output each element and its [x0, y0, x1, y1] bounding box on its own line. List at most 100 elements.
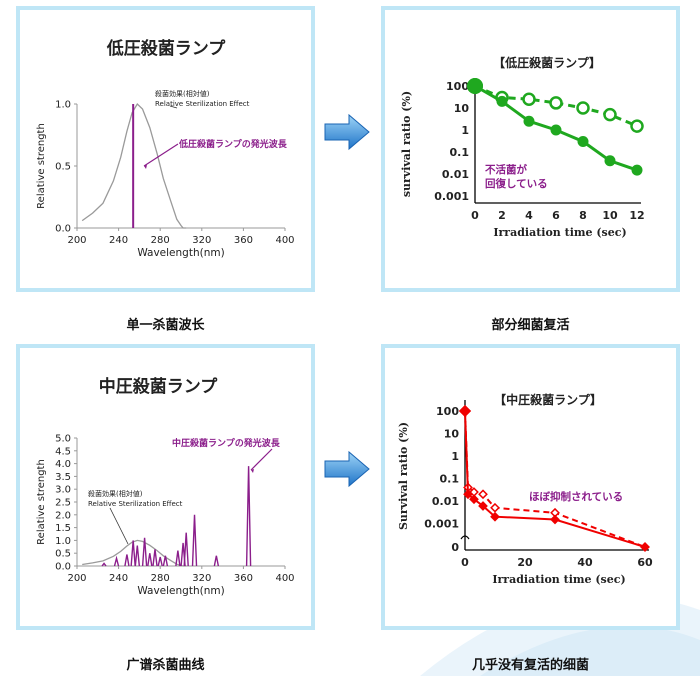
x-tick-label: 360: [234, 235, 253, 246]
low-pressure-spectrum-chart: 低圧殺菌ランプ 200 240 280 320 360 400 0.0 0.5 1.0 Wavele…: [36, 38, 295, 259]
data-point-filled: [496, 95, 508, 107]
lamp-label: 低圧殺菌ランプの発光波長: [178, 138, 288, 150]
x-tick-label: 280: [151, 235, 170, 246]
y-tick-label: 100: [436, 405, 459, 418]
x-tick-label: 12: [629, 209, 644, 222]
curve-label-ja: 殺菌効果(相対値): [88, 489, 143, 498]
curve-label-en: Relative Sterilization Effect: [155, 100, 250, 108]
emission-peak: [101, 562, 107, 567]
emission-peak: [191, 514, 198, 567]
emission-peak: [213, 555, 220, 567]
x-tick-label: 200: [67, 235, 86, 246]
lamp-label: 中圧殺菌ランプの発光波長: [172, 437, 281, 449]
x-tick-label: 40: [577, 556, 593, 569]
emission-peak: [147, 553, 153, 567]
medium-pressure-survival-chart: 【中圧殺菌ランプ】 100 10 1 0.1 0.01 0.001 00 20 40 60 Irrad…: [397, 392, 653, 586]
x-tick-label: 6: [552, 209, 560, 222]
x-tick-label: 200: [67, 573, 86, 584]
series-line-dashed: [464, 410, 646, 548]
data-point-filled: [631, 164, 643, 176]
y-tick-label: 10: [454, 102, 470, 115]
emission-peak: [162, 555, 169, 567]
caption-partial-revival: 部分细菌复活: [491, 318, 570, 333]
y-tick-label: 1: [461, 124, 469, 137]
y-tick-label: 1.5: [55, 523, 71, 534]
y-tick-label: 2.0: [55, 510, 71, 521]
x-tick-label: 400: [275, 573, 294, 584]
emission-peak: [183, 532, 189, 567]
data-point-filled: [523, 115, 535, 127]
y-axis-label: Relative strength: [36, 459, 47, 545]
x-tick-label: 0: [471, 209, 479, 222]
x-tick-label: 360: [234, 573, 253, 584]
emission-peak: [245, 466, 252, 567]
data-point-filled: [463, 489, 473, 500]
y-tick-label: 0: [451, 541, 459, 554]
y-tick-label: 0.0: [55, 562, 71, 573]
x-tick-label: 4: [525, 209, 533, 222]
x-tick-label: 320: [192, 573, 211, 584]
curve-label-leader: [169, 105, 178, 109]
data-point-filled: [550, 514, 560, 525]
x-tick-label: 10: [602, 209, 618, 222]
annotation-line-1: 不活菌が: [485, 163, 527, 176]
series-line-sterilization-effect: [81, 102, 187, 229]
data-point-open: [630, 119, 644, 133]
chart-title: 低圧殺菌ランプ: [106, 38, 226, 59]
data-point-filled: [604, 155, 616, 167]
y-tick-label: 2.5: [55, 498, 71, 509]
y-tick-label: 1.0: [55, 100, 71, 111]
lamp-label-arrowhead: [251, 469, 254, 473]
medium-pressure-survival-panel: 【中圧殺菌ランプ】 100 10 1 0.1 0.01 0.001 0 0 20 40 60 Irrad…: [381, 344, 680, 630]
data-point-open: [478, 489, 488, 500]
y-tick-label: 5.0: [55, 434, 71, 445]
x-tick-label: 400: [275, 235, 294, 246]
series-line-solid: [464, 410, 646, 548]
x-axis-label: Wavelength(nm): [137, 247, 224, 259]
y-tick-label: 0.0: [55, 224, 71, 235]
data-point-filled: [640, 542, 650, 552]
lamp-label-arrowhead: [144, 165, 147, 169]
medium-pressure-spectrum-panel: 中圧殺菌ランプ 200 240 280 320 360 400 0.0 0.5 1.0 1.5 2.0…: [16, 344, 315, 630]
y-tick-label: 0.01: [432, 495, 459, 508]
y-tick-label: 0.5: [55, 549, 71, 560]
emission-peak: [175, 550, 181, 567]
lamp-label-leader: [250, 448, 273, 471]
annotation-line-2: 回復している: [485, 177, 548, 190]
y-tick-label: 4.5: [55, 446, 71, 457]
data-point-filled: [467, 78, 483, 94]
lamp-label-leader: [143, 143, 179, 167]
emission-peak: [157, 556, 163, 567]
x-axis-label: Irradiation time (sec): [493, 226, 626, 239]
y-tick-label: 3.5: [55, 472, 71, 483]
data-point-open: [576, 101, 590, 115]
data-point-open: [490, 502, 500, 513]
curve-label-leader: [109, 507, 129, 545]
y-tick-label: 1: [451, 450, 459, 463]
y-tick-label: 0.001: [434, 190, 469, 203]
caption-broad-spectrum: 广谱杀菌曲线: [126, 658, 205, 673]
data-point-open: [522, 92, 536, 106]
right-arrow-icon: [324, 113, 370, 151]
x-tick-label: 0: [461, 556, 469, 569]
y-tick-label: 0.5: [55, 162, 71, 173]
data-point-open: [549, 96, 563, 110]
data-point-open: [603, 107, 617, 122]
y-tick-label: 10: [444, 428, 460, 441]
y-tick-label: 3.0: [55, 485, 71, 496]
series-line-sterilization-effect: [82, 539, 187, 567]
data-point-filled: [478, 501, 488, 511]
chart-title: 【低圧殺菌ランプ】: [493, 55, 601, 70]
y-tick-label: 0.1: [450, 146, 470, 159]
axis-break-mark: [460, 535, 470, 540]
y-tick-label: 0.001: [424, 518, 459, 531]
caption-single-wavelength: 单一杀菌波长: [126, 318, 205, 333]
medium-pressure-spectrum-chart: 中圧殺菌ランプ 200 240 280 320 360 400 0.0 0.5 1.0 1.5 2.0…: [36, 376, 295, 597]
y-tick-label: 0.01: [442, 168, 469, 181]
y-tick-label: 1.0: [55, 536, 71, 547]
emission-peak: [134, 545, 141, 567]
curve-label-ja: 殺菌効果(相対値): [155, 89, 210, 98]
x-tick-label: 2: [498, 209, 506, 222]
curve-label-en: Relative Sterilization Effect: [88, 500, 183, 508]
y-axis-label: Survival ratio (%): [397, 422, 410, 530]
